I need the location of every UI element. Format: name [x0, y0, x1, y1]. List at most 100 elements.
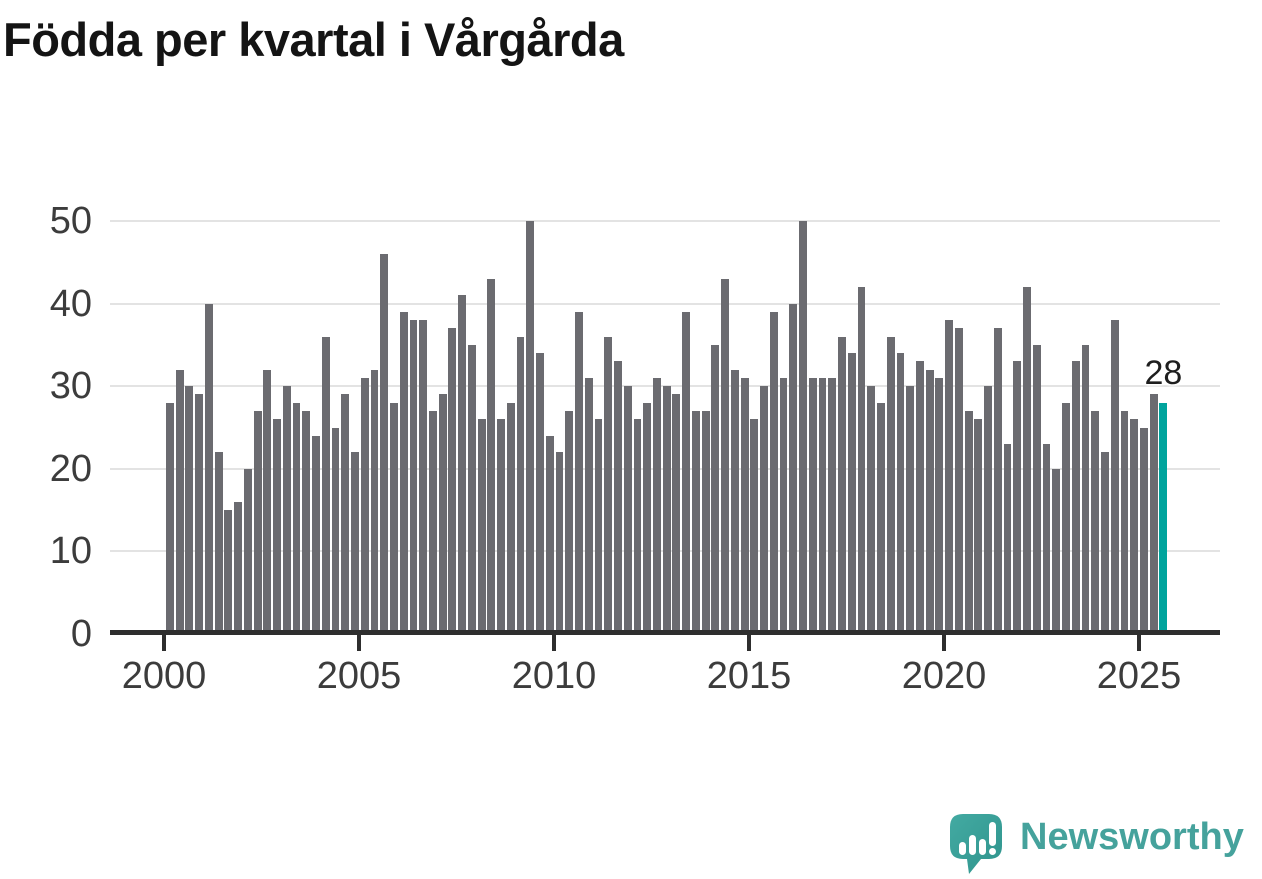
bar-2009-q4	[545, 435, 554, 634]
x-tick-label-2015: 2015	[706, 655, 792, 697]
bar-2004-q3	[341, 394, 350, 634]
bar-2000-q2	[175, 369, 184, 634]
bar-2021-q1	[984, 386, 992, 634]
bar-2013-q3	[691, 410, 700, 634]
bar-2020-q4	[974, 419, 983, 634]
bar-glyph-2	[969, 835, 976, 855]
x-tick-label-2025: 2025	[1096, 655, 1182, 697]
bar-glyph-3	[979, 839, 986, 855]
bar-2006-q1	[399, 311, 408, 634]
gridline-40	[110, 302, 1220, 305]
gridline-50	[110, 220, 1220, 222]
bar-2019-q2	[915, 361, 924, 634]
bar-2005-q2	[370, 369, 379, 634]
x-tick-2020	[942, 635, 946, 651]
bar-2018-q2	[877, 402, 885, 634]
bar-2005-q4	[390, 402, 398, 634]
exclamation-dot	[989, 848, 996, 855]
bar-2023-q3	[1081, 344, 1090, 634]
bar-2024-q1	[1101, 452, 1109, 634]
bar-2017-q1	[828, 377, 837, 634]
bar-2012-q2	[643, 402, 652, 634]
y-tick-label-50: 50	[49, 200, 92, 242]
bar-2022-q1	[1023, 287, 1031, 634]
bar-2021-q4	[1013, 361, 1022, 634]
bar-2014-q2	[721, 278, 730, 634]
x-tick-label-2020: 2020	[901, 655, 987, 697]
bar-2005-q1	[360, 377, 369, 634]
bar-2003-q2	[292, 402, 301, 634]
bar-2017-q2	[838, 336, 846, 634]
exclamation-bar	[989, 822, 996, 846]
bar-2010-q1	[555, 452, 564, 634]
bar-2006-q3	[419, 320, 428, 634]
y-tick-label-0: 0	[70, 613, 92, 655]
bar-2019-q1	[906, 386, 915, 634]
bar-2006-q2	[409, 320, 418, 634]
bar-2011-q2	[604, 336, 613, 634]
y-tick-label-30: 30	[49, 365, 92, 408]
newsworthy-wordmark: Newsworthy	[1020, 816, 1244, 858]
x-tick-label-2005: 2005	[316, 655, 402, 697]
bar-2002-q3	[263, 369, 272, 634]
bar-2001-q2	[214, 452, 223, 634]
bar-2016-q3	[808, 377, 817, 634]
bar-2015-q4	[779, 377, 788, 634]
bar-2010-q3	[575, 311, 583, 634]
bar-2023-q1	[1062, 402, 1070, 634]
bar-2002-q1	[243, 468, 252, 634]
bar-2003-q1	[282, 386, 291, 634]
bar-2008-q3	[497, 419, 505, 634]
bar-2004-q4	[351, 452, 359, 634]
bar-2016-q4	[818, 377, 827, 634]
bar-2019-q4	[935, 377, 944, 634]
bar-2010-q2	[565, 410, 574, 634]
x-tick-2010	[552, 635, 556, 651]
x-tick-2000	[162, 635, 166, 651]
bar-2017-q4	[857, 287, 866, 634]
bar-2021-q2	[993, 328, 1002, 634]
bar-2008-q4	[506, 402, 515, 634]
bar-2001-q1	[204, 303, 213, 634]
newsworthy-logo: Newsworthy	[948, 810, 1244, 878]
bar-2002-q2	[253, 410, 262, 634]
chart-title: Födda per kvartal i Vårgårda	[3, 13, 624, 66]
bar-2004-q2	[331, 427, 340, 634]
bar-2003-q4	[312, 435, 320, 634]
bar-2013-q1	[672, 394, 681, 634]
bar-2012-q3	[653, 377, 661, 634]
bar-2011-q3	[614, 361, 622, 634]
bar-2015-q1	[750, 419, 759, 634]
bar-2018-q1	[867, 386, 876, 634]
bar-2024-q2	[1110, 320, 1119, 634]
bar-2014-q3	[730, 369, 739, 634]
y-tick-label-10: 10	[49, 530, 92, 573]
bar-2023-q4	[1091, 410, 1100, 634]
bar-2016-q1	[789, 303, 798, 634]
bar-2000-q4	[195, 394, 204, 634]
bar-2007-q2	[448, 328, 457, 634]
bar-2018-q4	[896, 353, 905, 634]
bar-2009-q2	[526, 221, 535, 634]
x-tick-2025	[1137, 635, 1141, 651]
bar-2002-q4	[273, 419, 281, 634]
bar-2007-q4	[467, 344, 476, 634]
bar-2001-q4	[234, 501, 243, 634]
bar-2015-q3	[769, 311, 778, 634]
x-tick-2015	[747, 635, 751, 651]
bar-2000-q3	[185, 386, 194, 634]
bar-2020-q1	[945, 320, 954, 634]
bar-2012-q4	[662, 386, 671, 634]
bar-2016-q2	[799, 221, 807, 634]
bar-2025-q1	[1140, 427, 1148, 634]
bar-2018-q3	[886, 336, 895, 634]
x-tick-label-2000: 2000	[121, 655, 207, 697]
bar-2007-q1	[438, 394, 447, 634]
bar-2003-q3	[302, 410, 311, 634]
highlight-value-label: 28	[1144, 354, 1183, 392]
bar-chart: 0 10 20 30 40 50 2000 2005 2010 2015 2020 2025 28	[49, 200, 1220, 697]
bar-2008-q1	[477, 419, 486, 634]
bar-2015-q2	[760, 386, 768, 634]
bar-2013-q4	[701, 410, 710, 634]
bar-2000-q1	[166, 402, 174, 634]
